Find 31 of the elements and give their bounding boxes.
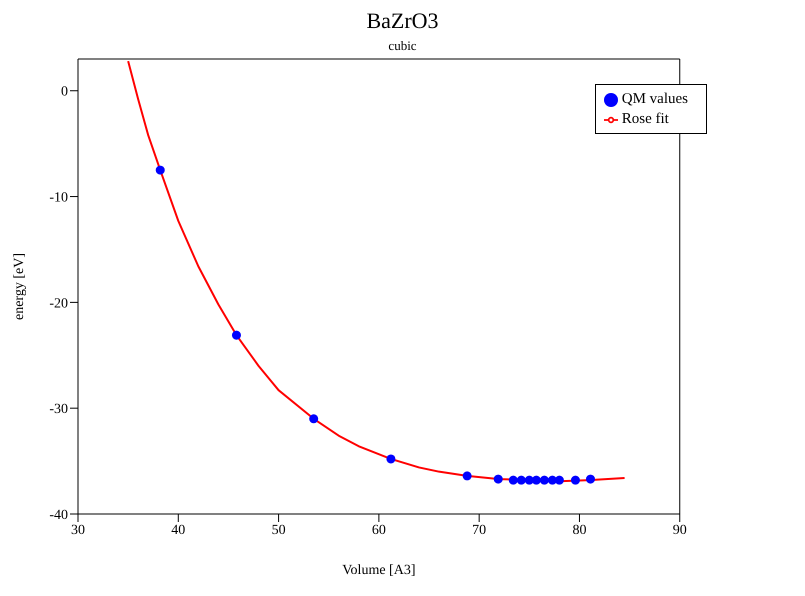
legend-label: Rose fit [622, 111, 669, 127]
point [532, 476, 541, 485]
point [386, 454, 396, 464]
x-tick-label: 80 [572, 522, 586, 538]
x-tick-label: 40 [171, 522, 186, 538]
y-axis-title: energy [eV] [12, 253, 27, 320]
point [586, 474, 596, 484]
point [508, 476, 518, 485]
y-tick-label: -20 [49, 296, 68, 312]
legend-label: QM values [622, 91, 688, 107]
chart-subtitle: cubic [387, 38, 418, 54]
point [494, 474, 503, 484]
x-tick-label: 50 [272, 522, 286, 538]
point [309, 414, 318, 424]
point [570, 476, 580, 485]
y-tick-label: -10 [49, 190, 68, 206]
x-tick-label: 90 [672, 522, 687, 538]
point [554, 476, 564, 485]
point [516, 476, 526, 485]
chart-title: BaZrO3 [365, 8, 440, 34]
y-tick-label: 0 [61, 84, 68, 100]
point [232, 330, 241, 340]
x-axis-title: Volume [A3] [342, 563, 416, 578]
point [156, 166, 165, 175]
x-tick-label: 30 [71, 522, 85, 538]
point [540, 476, 549, 485]
y-tick-label: -30 [49, 402, 68, 418]
y-tick-label: -40 [49, 508, 68, 523]
x-tick-label: 60 [372, 522, 386, 538]
point [462, 471, 472, 480]
x-tick-label: 70 [472, 522, 486, 538]
